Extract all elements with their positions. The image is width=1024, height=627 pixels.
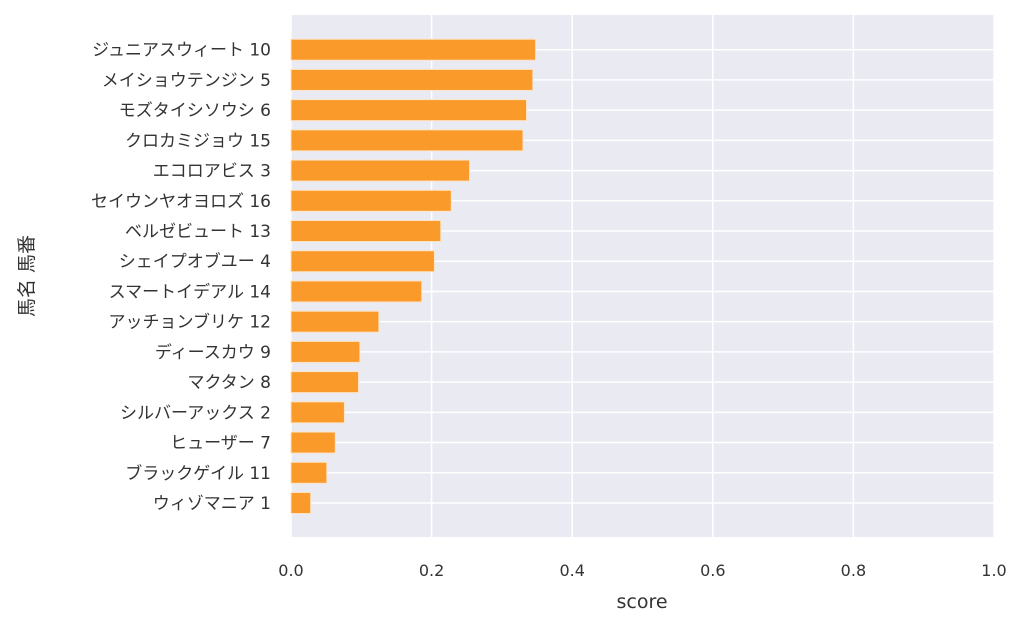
y-category-label: ヒューザー 7 [170, 434, 271, 454]
y-category-label: スマートイデアル 14 [109, 281, 271, 302]
bar [290, 189, 452, 212]
y-category-label: アッチョンブリケ 12 [108, 312, 271, 333]
y-category-label: ウィゾマニア 1 [153, 494, 271, 514]
bar [290, 220, 442, 243]
bar [290, 280, 423, 303]
bar [290, 492, 312, 514]
y-category-label: エコロアビス 3 [153, 162, 271, 182]
y-category-label: メイショウテンジン 5 [102, 71, 271, 91]
bar [290, 38, 537, 61]
y-category-label: クロカミジョウ 15 [125, 131, 271, 151]
y-axis-label: 馬名 馬番 [16, 235, 38, 317]
y-category-label: セイウンヤオヨロズ 16 [91, 192, 271, 212]
x-tick-label: 1.0 [981, 561, 1006, 580]
x-tick-label: 0.2 [419, 561, 444, 580]
bar [290, 431, 336, 454]
bar [290, 99, 528, 122]
y-category-label: シルバーアックス 2 [120, 403, 271, 423]
y-category-label: ジュニアスウィート 10 [92, 41, 271, 61]
bar [290, 461, 328, 484]
bar [290, 129, 524, 152]
y-category-label: ディースカウ 9 [155, 342, 271, 363]
x-axis-label: score [616, 591, 667, 613]
bar [290, 371, 359, 394]
y-category-label: ベルゼビュート 13 [125, 222, 271, 242]
plot-background [291, 15, 994, 537]
bar [290, 68, 534, 91]
y-category-label: モズタイシソウシ 6 [119, 101, 271, 121]
bar [290, 401, 345, 424]
bar [290, 310, 380, 333]
y-category-label: マクタン 8 [187, 373, 271, 393]
x-tick-label: 0.6 [700, 561, 725, 580]
bar [290, 340, 361, 363]
bar [290, 159, 471, 182]
x-tick-label: 0.4 [559, 561, 584, 580]
x-tick-label: 0.8 [841, 561, 866, 580]
x-tick-label: 0.0 [278, 561, 303, 580]
y-category-label: シェイプオブユー 4 [119, 251, 271, 272]
bar [290, 250, 435, 273]
y-category-label: ブラックゲイル 11 [125, 463, 271, 484]
